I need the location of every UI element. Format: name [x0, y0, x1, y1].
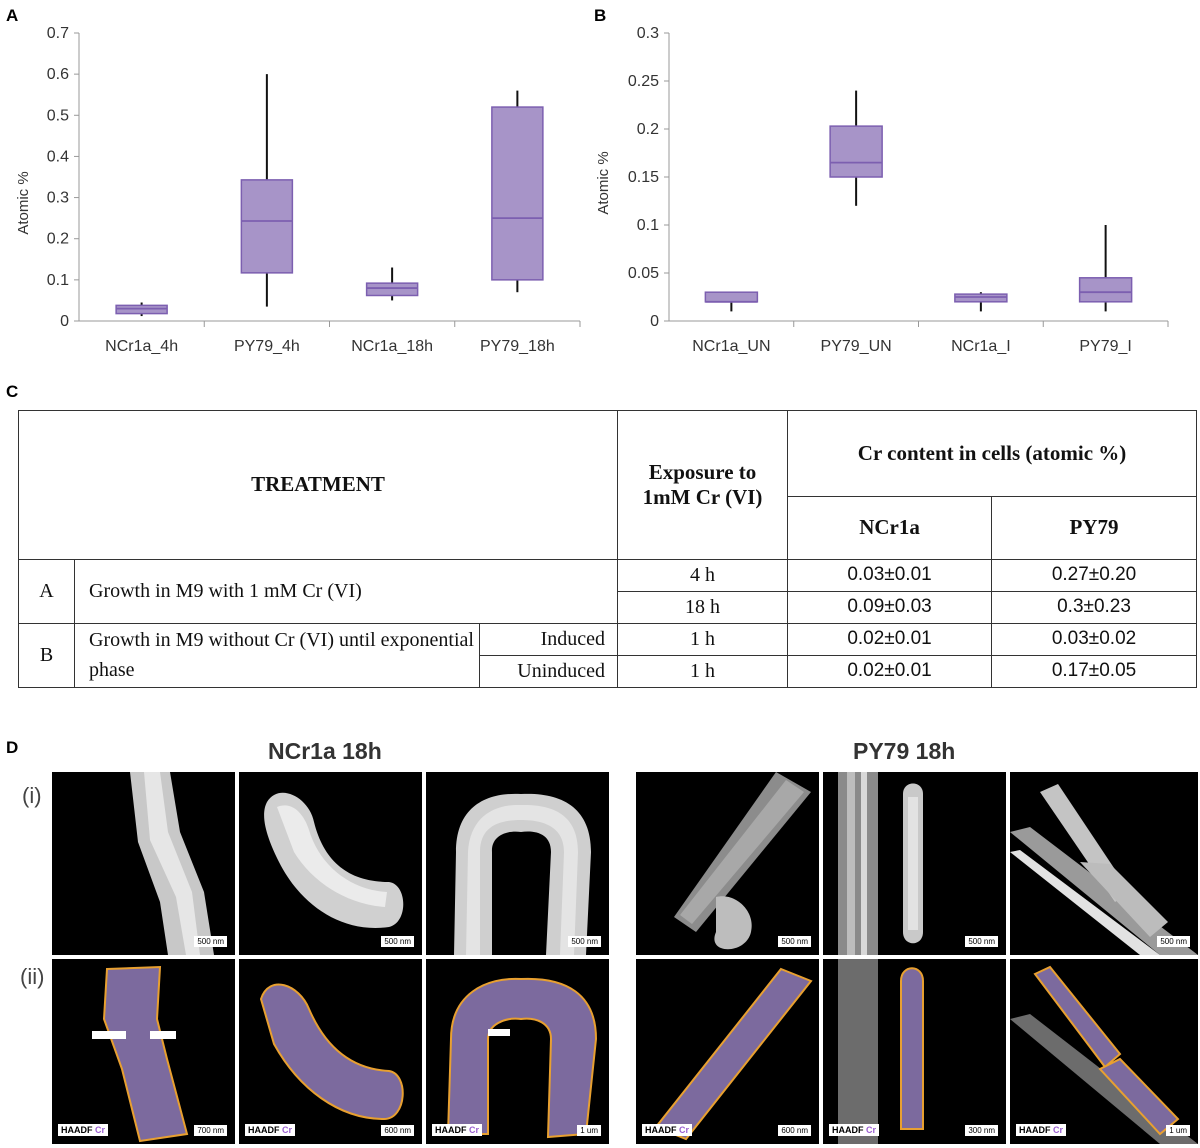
micro-title-py79: PY79 18h	[853, 738, 956, 764]
box-iqr	[365, 282, 419, 297]
x-category-label: PY79_18h	[480, 338, 555, 355]
row-b2-exposure: 1 h	[617, 654, 789, 689]
row-b-treatment: Growth in M9 without Cr (VI) until expon…	[74, 622, 480, 689]
col-py79: PY79	[991, 496, 1198, 560]
scale-bar: 500 nm	[778, 936, 811, 947]
box-iqr	[704, 291, 759, 303]
micro-title-ncr1a: NCr1a 18h	[268, 738, 382, 764]
scale-bar: 1 um	[577, 1125, 601, 1136]
haadf-cr-legend: HAADF Cr	[829, 1124, 880, 1136]
eds-map-ncr1a-ii-3: HAADF Cr 1 um	[426, 959, 609, 1144]
col-ncr1a: NCr1a	[787, 496, 993, 560]
y-tick-label: 0.3	[637, 25, 659, 42]
row-a-treatment: Growth in M9 with 1 mM Cr (VI)	[73, 558, 619, 624]
x-category-label: NCr1a_I	[951, 338, 1011, 355]
exposure-header: Exposure to 1mM Cr (VI)	[617, 410, 789, 560]
boxplot-chart-a: 0 0.1 0.2 0.3 0.4 0.5 0.6 0.7 NCr1a_4h PY79_4h NC…	[15, 25, 581, 355]
panel-label-b: B	[594, 6, 607, 25]
micrograph-ncr1a-i-1: 500 nm	[52, 772, 235, 955]
row-a-label: A	[18, 558, 75, 624]
y-tick-label: 0.05	[628, 265, 659, 282]
treatment-header: TREATMENT	[17, 410, 619, 560]
scale-bar: 600 nm	[778, 1125, 811, 1136]
box-iqr	[954, 293, 1008, 303]
row-b-label: B	[18, 622, 75, 689]
scale-bar: 500 nm	[194, 936, 227, 947]
scale-bar: 500 nm	[568, 936, 601, 947]
scale-bar: 500 nm	[381, 936, 414, 947]
y-axis-label-b: Atomic %	[596, 151, 612, 214]
y-axis-label-a: Atomic %	[15, 171, 32, 234]
x-category-label: NCr1a_18h	[351, 338, 433, 355]
row-label-ii: (ii)	[20, 964, 45, 989]
scale-bar: 600 nm	[381, 1125, 414, 1136]
scale-bar: 500 nm	[1157, 936, 1190, 947]
row-a2-ncr1a: 0.09±0.03	[787, 590, 993, 624]
y-tick-label: 0.1	[47, 272, 69, 289]
y-tick-label: 0.7	[47, 25, 69, 42]
x-category-label: PY79_I	[1079, 338, 1131, 355]
y-tick-label: 0.2	[637, 121, 659, 138]
box-iqr	[240, 179, 294, 274]
y-tick-label: 0.5	[47, 107, 69, 124]
micrograph-py79-i-3: 500 nm	[1010, 772, 1198, 955]
scale-bar: 700 nm	[194, 1125, 227, 1136]
y-tick-label: 0.1	[637, 217, 659, 234]
micrograph-ncr1a-i-2: 500 nm	[239, 772, 422, 955]
scale-bar: 300 nm	[965, 1125, 998, 1136]
x-category-label: NCr1a_4h	[105, 338, 178, 355]
scale-bar: 500 nm	[965, 936, 998, 947]
haadf-cr-legend: HAADF Cr	[1016, 1124, 1067, 1136]
y-tick-label: 0	[650, 313, 659, 330]
eds-map-py79-ii-2: HAADF Cr 300 nm	[823, 959, 1006, 1144]
x-category-label: NCr1a_UN	[692, 338, 770, 355]
row-b2-py79: 0.17±0.05	[991, 654, 1198, 689]
eds-map-ncr1a-ii-2: HAADF Cr 600 nm	[239, 959, 422, 1144]
row-b2-condition: Uninduced	[478, 654, 619, 689]
eds-map-py79-ii-3: HAADF Cr 1 um	[1010, 959, 1198, 1144]
row-a2-py79: 0.3±0.23	[991, 590, 1198, 624]
y-tick-label: 0.25	[628, 73, 659, 90]
box-iqr	[829, 125, 883, 178]
cr-content-header: Cr content in cells (atomic %)	[787, 409, 1198, 498]
row-b1-ncr1a: 0.02±0.01	[787, 622, 993, 656]
y-tick-label: 0.15	[628, 169, 659, 186]
micrograph-py79-i-2: 500 nm	[823, 772, 1006, 955]
y-tick-label: 0.4	[47, 148, 69, 165]
micrograph-ncr1a-i-3: 500 nm	[426, 772, 609, 955]
box-iqr	[491, 106, 544, 281]
eds-map-py79-ii-1: HAADF Cr 600 nm	[636, 959, 819, 1144]
x-category-label: PY79_UN	[821, 338, 892, 355]
x-category-label: PY79_4h	[234, 338, 300, 355]
scale-bar: 1 um	[1166, 1125, 1190, 1136]
eds-map-ncr1a-ii-1: HAADF Cr 700 nm	[52, 959, 235, 1144]
y-tick-label: 0	[60, 313, 69, 330]
row-b2-ncr1a: 0.02±0.01	[787, 654, 993, 689]
box-iqr	[1078, 277, 1133, 303]
panel-label-d: D	[6, 738, 19, 757]
haadf-cr-legend: HAADF Cr	[58, 1124, 109, 1136]
row-label-i: (i)	[22, 783, 42, 808]
y-tick-label: 0.6	[47, 66, 69, 83]
row-b1-condition: Induced	[478, 622, 619, 656]
y-tick-label: 0.3	[47, 190, 69, 207]
row-b1-exposure: 1 h	[617, 622, 789, 656]
haadf-cr-legend: HAADF Cr	[245, 1124, 296, 1136]
haadf-cr-legend: HAADF Cr	[642, 1124, 693, 1136]
cr-content-table: TREATMENT Exposure to 1mM Cr (VI) Cr con…	[17, 409, 1198, 689]
micrograph-py79-i-1: 500 nm	[636, 772, 819, 955]
panel-label-a: A	[6, 6, 19, 25]
boxplot-chart-b: 0 0.05 0.1 0.15 0.2 0.25 0.3 NCr1a_UN PY79_UN NC…	[596, 25, 1169, 355]
row-a1-py79: 0.27±0.20	[991, 558, 1198, 592]
haadf-cr-legend: HAADF Cr	[432, 1124, 483, 1136]
row-b1-py79: 0.03±0.02	[991, 622, 1198, 656]
y-tick-label: 0.2	[47, 231, 69, 248]
row-a2-exposure: 18 h	[617, 590, 789, 624]
row-a1-exposure: 4 h	[617, 558, 789, 592]
row-a1-ncr1a: 0.03±0.01	[787, 558, 993, 592]
panel-label-c: C	[6, 382, 19, 401]
